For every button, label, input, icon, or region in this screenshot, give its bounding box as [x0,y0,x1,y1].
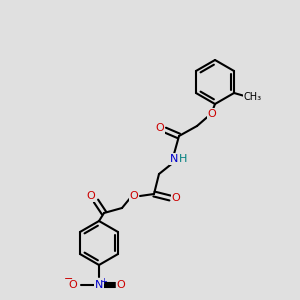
Text: −: − [64,274,74,284]
Text: O: O [130,191,138,201]
Text: CH₃: CH₃ [244,92,262,102]
Text: H: H [179,154,187,164]
Text: O: O [117,280,125,290]
Text: N: N [170,154,178,164]
Text: O: O [69,280,77,290]
Text: O: O [156,123,164,133]
Text: N: N [95,280,103,290]
Text: O: O [172,193,180,203]
Text: +: + [100,277,107,286]
Text: O: O [87,191,95,201]
Text: O: O [208,109,216,119]
